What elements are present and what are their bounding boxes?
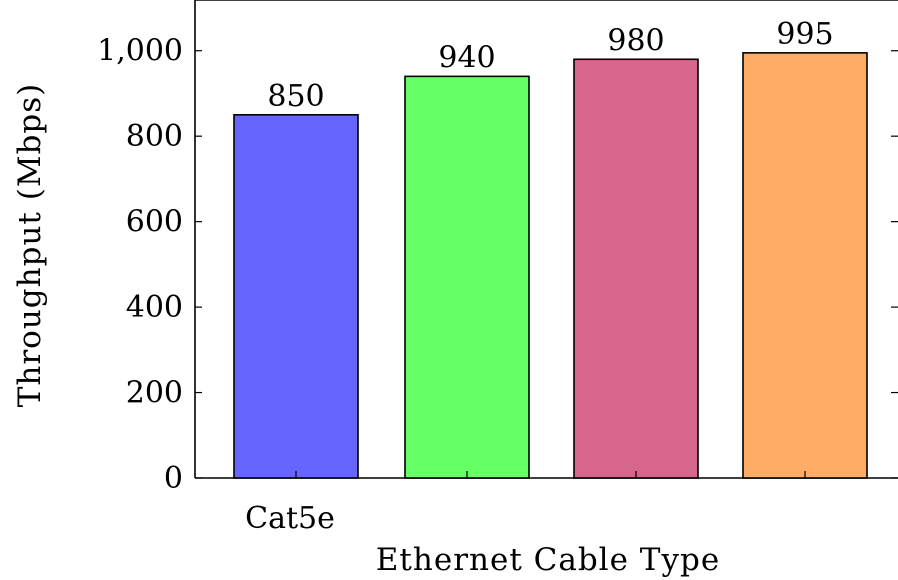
bar-value-label: 995	[776, 17, 833, 52]
y-tick-label: 800	[126, 119, 183, 154]
y-tick-label: 1,000	[97, 34, 183, 69]
x-tick-label: Cat5e	[245, 501, 335, 536]
bar-value-labels: 850 940 980 995	[267, 17, 833, 114]
bar-value-label: 850	[267, 79, 324, 114]
y-tick-label: 200	[126, 376, 183, 411]
bar-value-label: 980	[607, 23, 664, 58]
x-axis-title: Ethernet Cable Type	[376, 542, 720, 578]
bar	[742, 52, 868, 479]
bar	[404, 75, 530, 479]
x-axis-category-labels: Cat5e	[245, 471, 806, 536]
bars	[233, 52, 868, 479]
bar-value-label: 940	[438, 40, 495, 75]
y-tick-label: 600	[126, 205, 183, 240]
y-axis-ticks: 0 200 400 600 800 1,000	[97, 34, 898, 496]
bar	[233, 114, 359, 479]
y-tick-label: 400	[126, 290, 183, 325]
y-axis-title: Throughput (Mbps)	[12, 83, 48, 408]
y-tick-label: 0	[164, 461, 183, 496]
bar	[573, 58, 699, 479]
